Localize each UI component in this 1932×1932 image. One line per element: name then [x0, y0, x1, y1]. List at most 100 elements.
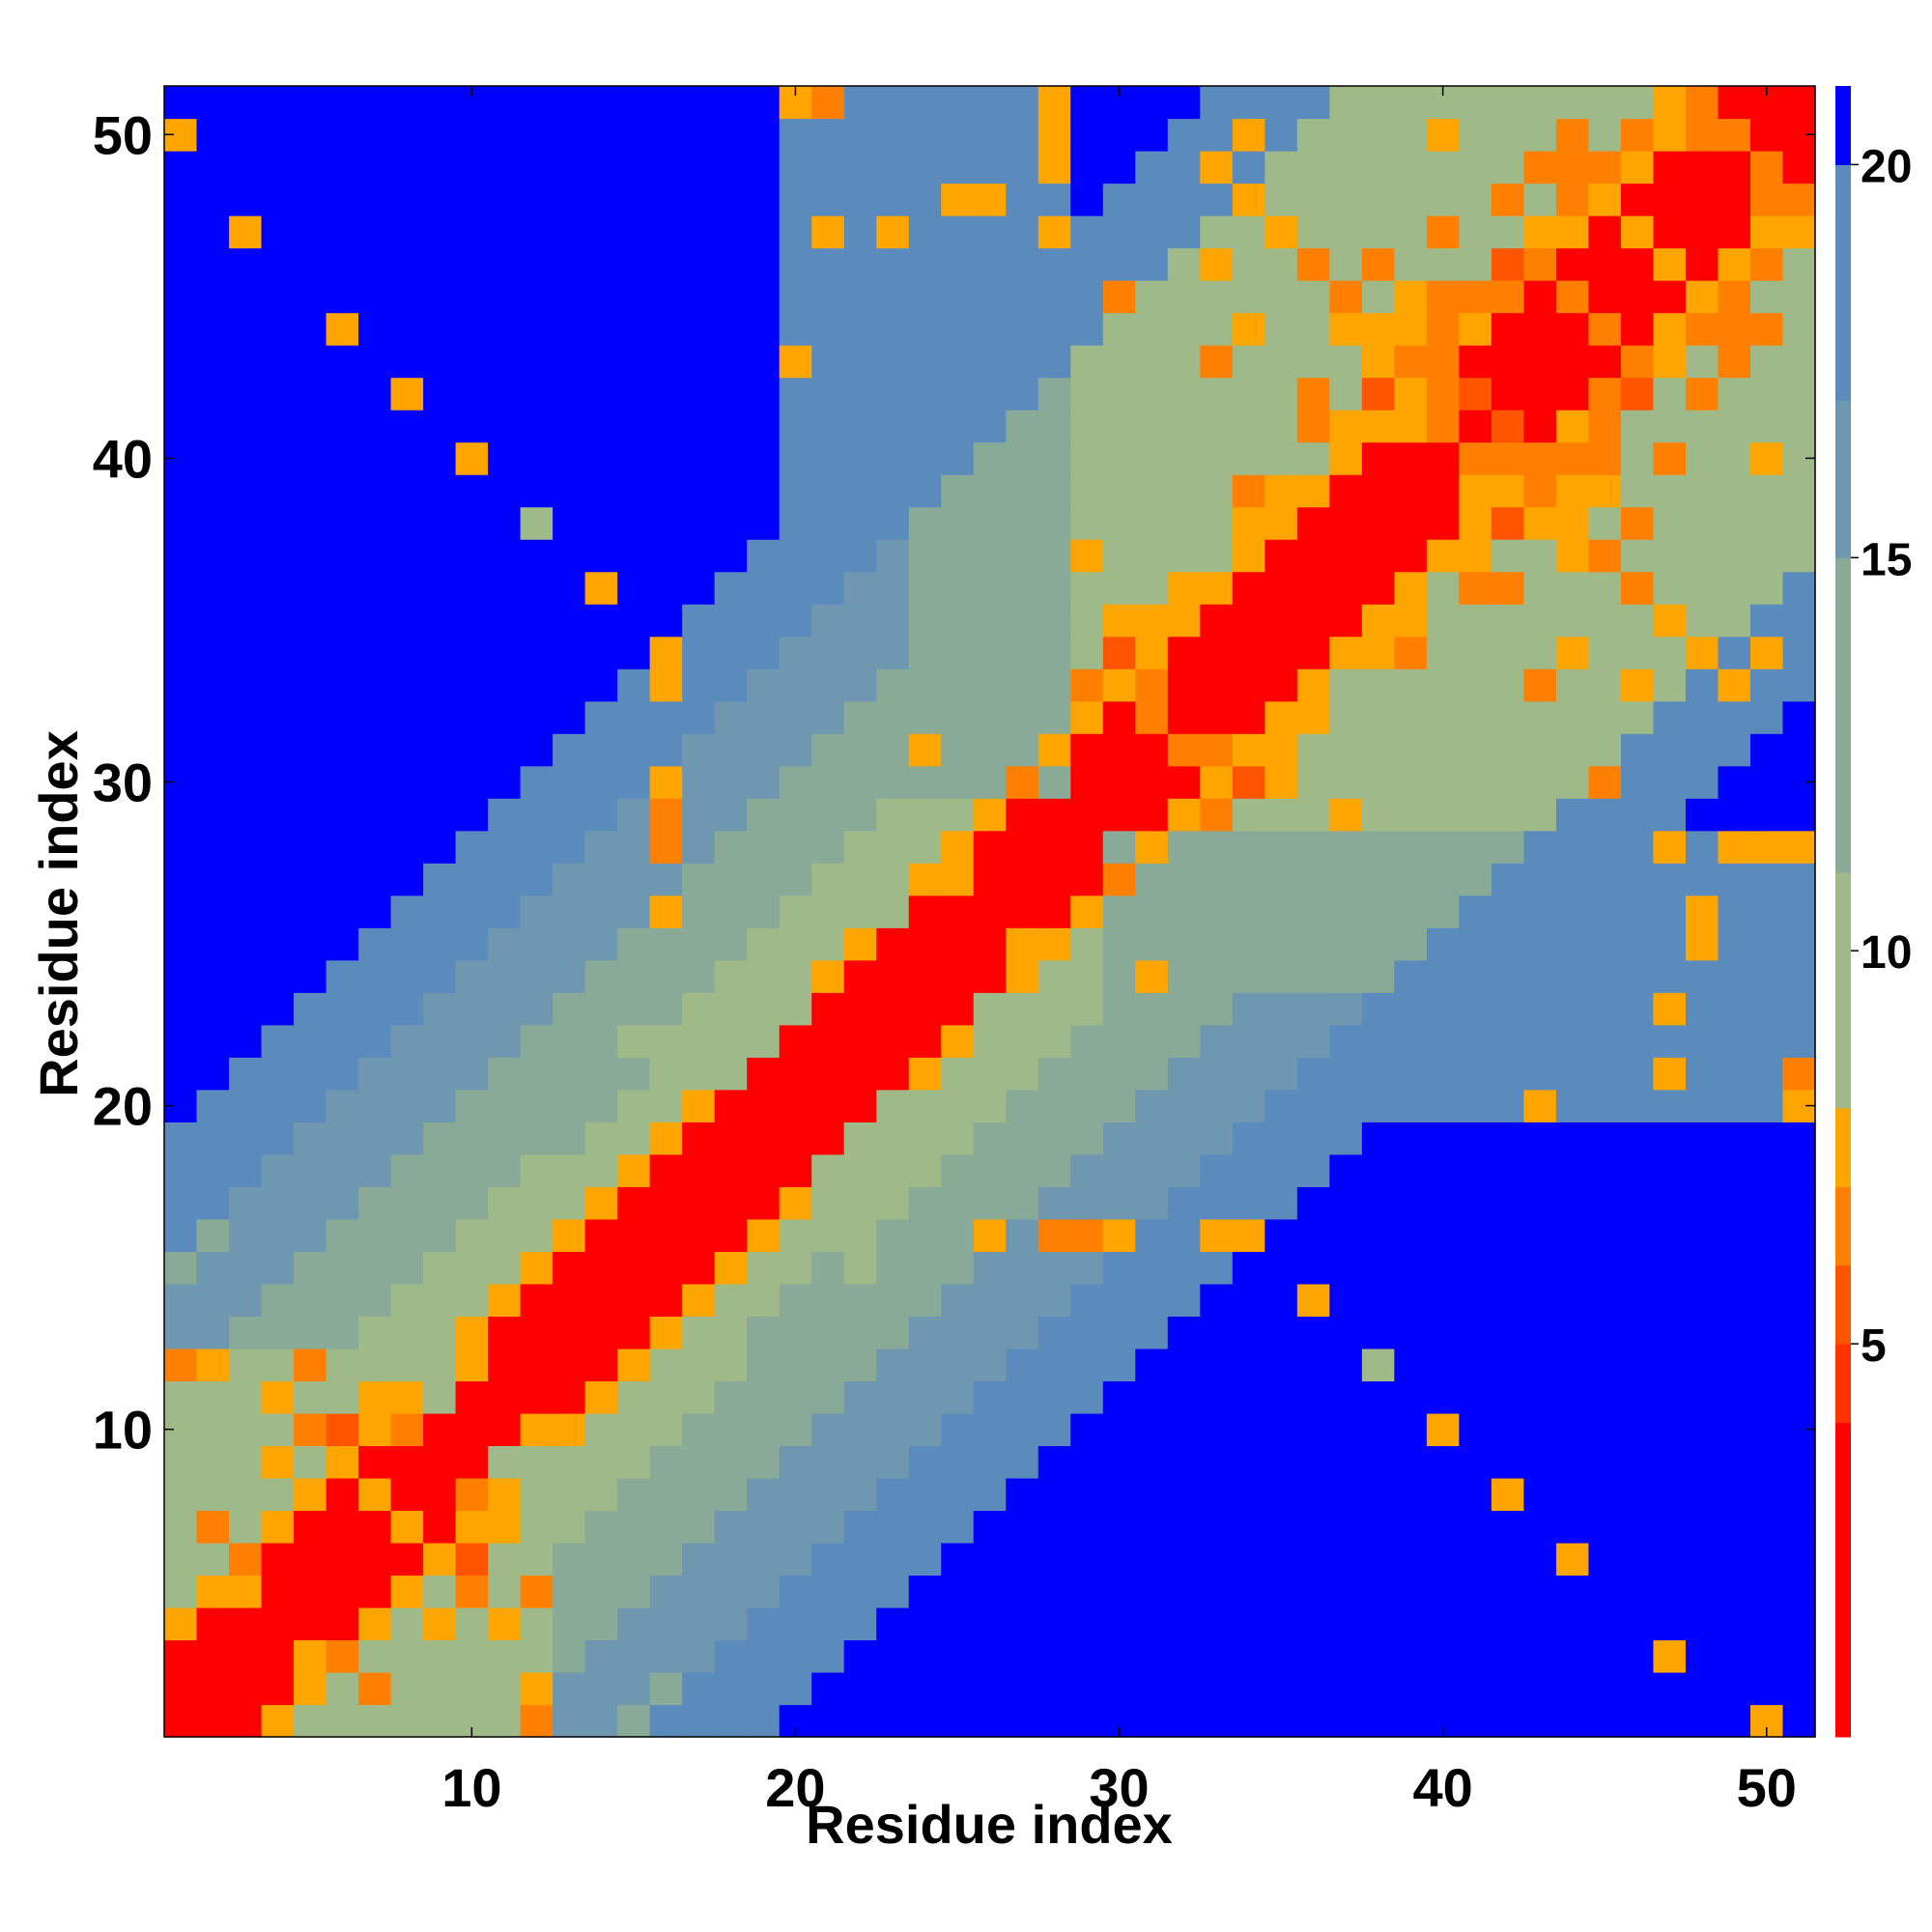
heatmap-cell: [1523, 1316, 1557, 1350]
heatmap-cell: [811, 1671, 845, 1706]
heatmap-cell: [811, 636, 845, 669]
heatmap-cell: [843, 1412, 877, 1447]
heatmap-cell: [1102, 1122, 1136, 1155]
heatmap-cell: [390, 927, 424, 961]
heatmap-cell: [1394, 151, 1428, 185]
heatmap-cell: [843, 215, 877, 249]
heatmap-cell: [261, 830, 295, 864]
heatmap-cell: [553, 863, 586, 896]
heatmap-cell: [1361, 1057, 1395, 1091]
heatmap-cell: [1037, 668, 1071, 702]
heatmap-cell: [843, 539, 877, 573]
heatmap-cell: [1232, 1348, 1265, 1381]
heatmap-cell: [1264, 1218, 1298, 1252]
heatmap-cell: [811, 1639, 845, 1673]
heatmap-cell: [553, 765, 586, 799]
heatmap-cell: [1037, 798, 1071, 832]
heatmap-cell: [390, 1606, 424, 1641]
heatmap-cell: [714, 1348, 748, 1381]
heatmap-cell: [584, 1316, 618, 1350]
heatmap-cell: [747, 830, 781, 864]
heatmap-cell: [229, 733, 263, 767]
heatmap-cell: [941, 959, 975, 993]
heatmap-cell: [488, 1510, 522, 1544]
heatmap-cell: [811, 1477, 845, 1512]
heatmap-cell: [455, 539, 489, 573]
heatmap-cell: [1523, 1704, 1557, 1738]
heatmap-cell: [1426, 863, 1460, 896]
heatmap-cell: [1361, 895, 1395, 928]
heatmap-cell: [423, 1316, 457, 1350]
heatmap-cell: [1264, 571, 1298, 605]
heatmap-cell: [1070, 700, 1104, 734]
heatmap-cell: [294, 1412, 327, 1447]
heatmap-cell: [682, 636, 716, 669]
heatmap-cell: [1653, 668, 1687, 702]
heatmap-cell: [714, 1477, 748, 1512]
heatmap-cell: [294, 1218, 327, 1252]
heatmap-cell: [1620, 830, 1655, 864]
heatmap-cell: [1782, 539, 1816, 573]
heatmap-cell: [1006, 1671, 1039, 1706]
heatmap-cell: [455, 118, 489, 152]
heatmap-cell: [1426, 1186, 1460, 1220]
heatmap-cell: [682, 765, 716, 799]
heatmap-cell: [1232, 1057, 1265, 1091]
heatmap-cell: [229, 1153, 263, 1187]
heatmap-cell: [941, 636, 975, 669]
heatmap-cell: [423, 410, 457, 443]
heatmap-cell: [455, 506, 489, 540]
heatmap-cell: [1264, 215, 1298, 249]
heatmap-cell: [261, 1251, 295, 1285]
heatmap-cell: [1200, 863, 1234, 896]
heatmap-cell: [1588, 1380, 1622, 1414]
heatmap-cell: [1329, 506, 1363, 540]
heatmap-cell: [843, 863, 877, 896]
heatmap-cell: [682, 927, 716, 961]
heatmap-cell: [682, 345, 716, 379]
heatmap-cell: [1296, 1639, 1330, 1673]
heatmap-cell: [714, 830, 748, 864]
heatmap-cell: [455, 927, 489, 961]
heatmap-cell: [1394, 927, 1428, 961]
heatmap-cell: [326, 992, 359, 1026]
heatmap-cell: [779, 1186, 812, 1220]
heatmap-cell: [1394, 765, 1428, 799]
heatmap-cell: [326, 1251, 359, 1285]
heatmap-cell: [326, 1348, 359, 1381]
heatmap-cell: [520, 377, 554, 411]
heatmap-cell: [1426, 441, 1460, 475]
heatmap-cell: [1264, 798, 1298, 832]
heatmap-cell: [714, 1380, 748, 1414]
heatmap-cell: [682, 1153, 716, 1187]
heatmap-cell: [1200, 1283, 1234, 1317]
heatmap-cell: [1685, 1316, 1719, 1350]
heatmap-cell: [779, 1671, 812, 1706]
heatmap-cell: [1006, 1283, 1039, 1317]
heatmap-cell: [747, 604, 781, 638]
heatmap-cell: [584, 1477, 618, 1512]
heatmap-cell: [1491, 1542, 1525, 1577]
heatmap-cell: [843, 895, 877, 928]
heatmap-cell: [1135, 1348, 1169, 1381]
heatmap-cell: [1555, 506, 1590, 540]
heatmap-cell: [455, 798, 489, 832]
heatmap-cell: [584, 474, 618, 508]
heatmap-cell: [390, 1122, 424, 1155]
heatmap-cell: [1523, 798, 1557, 832]
heatmap-cell: [358, 1445, 392, 1479]
heatmap-cell: [1491, 1510, 1525, 1544]
heatmap-cell: [1426, 1380, 1460, 1414]
heatmap-cell: [876, 992, 910, 1026]
heatmap-cell: [1037, 151, 1071, 185]
heatmap-cell: [1555, 215, 1590, 249]
heatmap-cell: [520, 345, 554, 379]
heatmap-cell: [1685, 765, 1719, 799]
heatmap-cell: [423, 1283, 457, 1317]
heatmap-cell: [682, 863, 716, 896]
heatmap-cell: [1037, 247, 1071, 281]
heatmap-cell: [843, 1089, 877, 1122]
heatmap-cell: [747, 668, 781, 702]
heatmap-cell: [1135, 377, 1169, 411]
heatmap-cell: [520, 1283, 554, 1317]
